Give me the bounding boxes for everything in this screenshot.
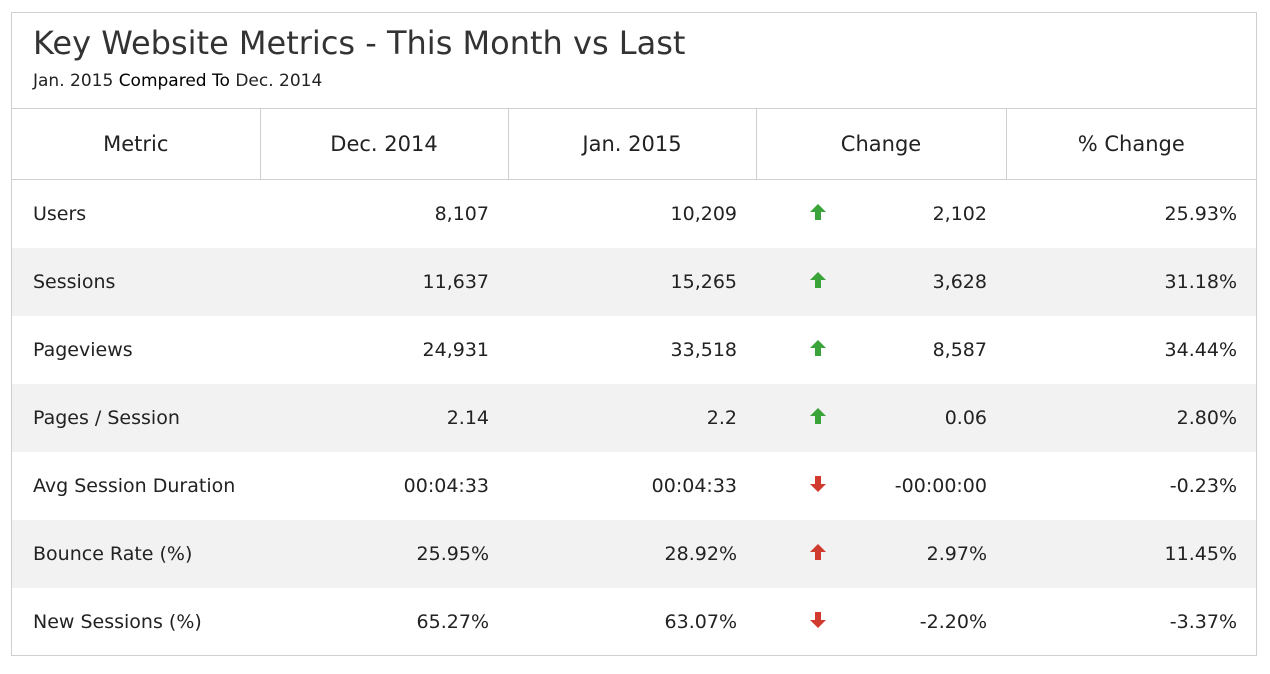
cell-change: 3,628 bbox=[756, 248, 1006, 316]
cell-current-value: 15,265 bbox=[508, 248, 756, 316]
cell-change: 2,102 bbox=[756, 180, 1006, 249]
cell-current-value: 63.07% bbox=[664, 611, 737, 633]
cell-current-value: 28.92% bbox=[508, 520, 756, 588]
table-row: Users 8,107 10,209 2,102 25.93% bbox=[12, 180, 1256, 249]
cell-previous-value: 11,637 bbox=[260, 248, 508, 316]
cell-current-value: 00:04:33 bbox=[651, 475, 737, 497]
cell-pct-change: 31.18% bbox=[1006, 248, 1256, 316]
page-title: Key Website Metrics - This Month vs Last bbox=[33, 24, 686, 62]
table-row: Pageviews 24,931 33,518 8,587 34.44% bbox=[12, 316, 1256, 384]
arrow-up-icon bbox=[810, 340, 826, 356]
cell-metric: Pages / Session bbox=[12, 384, 260, 452]
cell-pct-change: -0.23% bbox=[1169, 475, 1237, 497]
table-body: Users 8,107 10,209 2,102 25.93% Sessions 11,63… bbox=[12, 180, 1256, 657]
cell-previous-value: 65.27% bbox=[416, 611, 489, 633]
cell-metric: New Sessions (%) bbox=[33, 611, 202, 633]
cell-pct-change: 25.93% bbox=[1164, 203, 1237, 225]
cell-change: 0.06 bbox=[756, 384, 1006, 452]
cell-change: 2.97% bbox=[756, 520, 1006, 588]
cell-current-value: 33,518 bbox=[670, 339, 737, 361]
table-row: Avg Session Duration 00:04:33 00:04:33 -00:… bbox=[12, 452, 1256, 520]
change-value: 2,102 bbox=[932, 203, 987, 225]
table-row: Pages / Session 2.14 2.2 0.06 2.80% bbox=[12, 384, 1256, 452]
cell-current-value: 10,209 bbox=[670, 203, 737, 225]
cell-change: -2.20% bbox=[756, 588, 1006, 656]
cell-metric: Bounce Rate (%) bbox=[12, 520, 260, 588]
arrow-down-icon bbox=[810, 476, 826, 492]
arrow-up-icon bbox=[810, 544, 826, 560]
arrow-up-icon bbox=[810, 408, 826, 424]
change-value: 0.06 bbox=[944, 407, 987, 429]
column-header-pct-change: % Change bbox=[1006, 109, 1256, 180]
change-value: 2.97% bbox=[926, 543, 987, 565]
page-subtitle: Jan. 2015 Compared To Dec. 2014 bbox=[33, 69, 322, 93]
cell-current-value: 2.2 bbox=[508, 384, 756, 452]
column-header-current: Jan. 2015 bbox=[508, 109, 757, 180]
subtitle-current-period: Jan. 2015 bbox=[33, 71, 114, 91]
arrow-up-icon bbox=[810, 204, 826, 220]
metrics-panel: Key Website Metrics - This Month vs Last… bbox=[11, 12, 1257, 656]
arrow-up-icon bbox=[810, 272, 826, 288]
change-value: -00:00:00 bbox=[894, 475, 987, 497]
metrics-table: Metric Dec. 2014 Jan. 2015 Change % Chan… bbox=[12, 109, 1256, 656]
table-row: New Sessions (%) 65.27% 63.07% -2.20% -3.37% bbox=[12, 588, 1256, 656]
column-header-metric: Metric bbox=[12, 109, 261, 180]
subtitle-compared-to: Compared To bbox=[118, 71, 230, 91]
cell-pct-change: -3.37% bbox=[1169, 611, 1237, 633]
cell-metric: Sessions bbox=[12, 248, 260, 316]
cell-previous-value: 8,107 bbox=[434, 203, 489, 225]
change-value: -2.20% bbox=[919, 611, 987, 633]
table-header-row: Metric Dec. 2014 Jan. 2015 Change % Chan… bbox=[12, 109, 1256, 180]
table-row: Sessions 11,637 15,265 3,628 31.18% bbox=[12, 248, 1256, 316]
column-header-previous: Dec. 2014 bbox=[260, 109, 509, 180]
cell-previous-value: 24,931 bbox=[422, 339, 489, 361]
cell-pct-change: 11.45% bbox=[1006, 520, 1256, 588]
cell-pct-change: 2.80% bbox=[1006, 384, 1256, 452]
column-header-change: Change bbox=[756, 109, 1007, 180]
cell-previous-value: 2.14 bbox=[260, 384, 508, 452]
change-value: 8,587 bbox=[932, 339, 987, 361]
cell-previous-value: 25.95% bbox=[260, 520, 508, 588]
cell-change: 8,587 bbox=[756, 316, 1006, 384]
cell-pct-change: 34.44% bbox=[1164, 339, 1237, 361]
cell-metric: Avg Session Duration bbox=[33, 475, 236, 497]
cell-metric: Pageviews bbox=[33, 339, 133, 361]
subtitle-previous-period: Dec. 2014 bbox=[235, 71, 323, 91]
cell-metric: Users bbox=[33, 203, 87, 225]
change-value: 3,628 bbox=[932, 271, 987, 293]
cell-previous-value: 00:04:33 bbox=[403, 475, 489, 497]
table-row: Bounce Rate (%) 25.95% 28.92% 2.97% 11.45% bbox=[12, 520, 1256, 588]
panel-header: Key Website Metrics - This Month vs Last… bbox=[12, 13, 1256, 109]
cell-change: -00:00:00 bbox=[756, 452, 1006, 520]
arrow-down-icon bbox=[810, 612, 826, 628]
